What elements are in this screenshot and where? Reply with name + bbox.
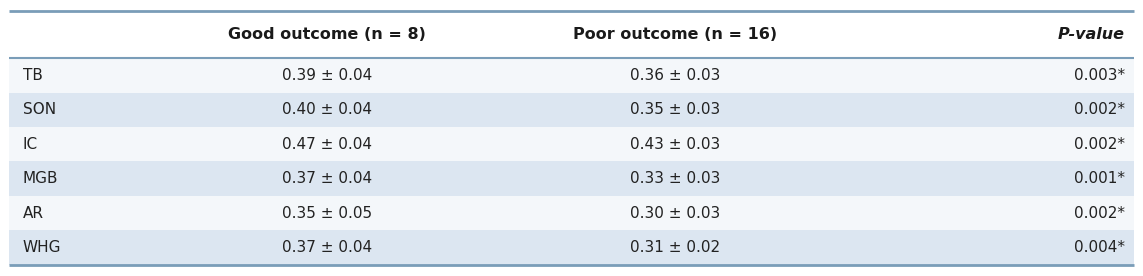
Text: 0.001*: 0.001* xyxy=(1073,171,1125,186)
Text: P-value: P-value xyxy=(1057,27,1125,42)
Text: TB: TB xyxy=(23,68,42,83)
Text: Good outcome (n = 8): Good outcome (n = 8) xyxy=(227,27,426,42)
Text: 0.36 ± 0.03: 0.36 ± 0.03 xyxy=(630,68,721,83)
Text: IC: IC xyxy=(23,137,38,152)
Text: AR: AR xyxy=(23,206,43,221)
Text: 0.004*: 0.004* xyxy=(1073,240,1125,255)
Bar xyxy=(9,230,1134,265)
Text: SON: SON xyxy=(23,102,56,117)
Text: 0.002*: 0.002* xyxy=(1073,206,1125,221)
Text: 0.31 ± 0.02: 0.31 ± 0.02 xyxy=(631,240,720,255)
Text: Poor outcome (n = 16): Poor outcome (n = 16) xyxy=(574,27,777,42)
Text: 0.39 ± 0.04: 0.39 ± 0.04 xyxy=(282,68,371,83)
Text: 0.43 ± 0.03: 0.43 ± 0.03 xyxy=(631,137,720,152)
Text: 0.37 ± 0.04: 0.37 ± 0.04 xyxy=(282,171,371,186)
Text: WHG: WHG xyxy=(23,240,62,255)
Text: 0.002*: 0.002* xyxy=(1073,137,1125,152)
Text: 0.40 ± 0.04: 0.40 ± 0.04 xyxy=(282,102,371,117)
Text: 0.33 ± 0.03: 0.33 ± 0.03 xyxy=(630,171,721,186)
Text: MGB: MGB xyxy=(23,171,58,186)
Text: 0.47 ± 0.04: 0.47 ± 0.04 xyxy=(282,137,371,152)
Text: 0.35 ± 0.05: 0.35 ± 0.05 xyxy=(282,206,371,221)
Bar xyxy=(9,11,1134,58)
Text: 0.003*: 0.003* xyxy=(1073,68,1125,83)
Bar xyxy=(9,92,1134,127)
Bar xyxy=(9,127,1134,161)
Text: 0.37 ± 0.04: 0.37 ± 0.04 xyxy=(282,240,371,255)
Text: 0.35 ± 0.03: 0.35 ± 0.03 xyxy=(631,102,720,117)
Text: 0.002*: 0.002* xyxy=(1073,102,1125,117)
Text: 0.30 ± 0.03: 0.30 ± 0.03 xyxy=(631,206,720,221)
Bar xyxy=(9,161,1134,196)
Bar xyxy=(9,196,1134,230)
Bar xyxy=(9,58,1134,92)
